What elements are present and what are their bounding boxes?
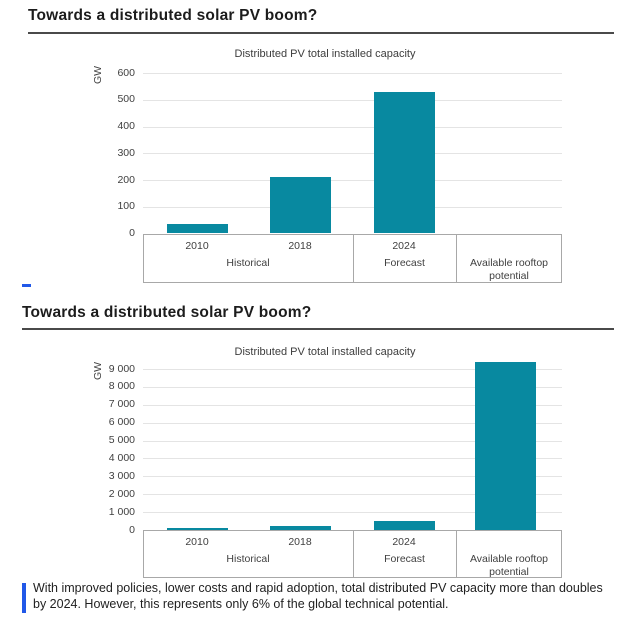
bar-2018: [269, 176, 331, 234]
y-tick-label: 8 000: [108, 380, 135, 393]
y-tick-label: 0: [129, 227, 135, 239]
bar-2010: [166, 224, 228, 234]
y-tick-label: 0: [129, 523, 135, 536]
year-label-2010: 2010: [185, 536, 209, 548]
y-tick-label: 100: [117, 200, 135, 213]
y-tick-label: 4 000: [108, 451, 135, 464]
grid-line: [143, 512, 562, 514]
slide2-title: Towards a distributed solar PV boom?: [22, 304, 312, 321]
bar-2010: [166, 528, 228, 530]
grid-line: [143, 494, 562, 496]
y-tick-label: 500: [117, 93, 135, 106]
group-label-forecast: Forecast: [384, 256, 425, 269]
slide2-title-rule: [22, 328, 614, 330]
group-label-available-rooftop-potential: Available rooftop potential: [469, 256, 549, 282]
caption-accent-bar: [22, 583, 26, 613]
slide1-title-rule: [28, 32, 614, 34]
chart-title: Distributed PV total installed capacity: [234, 48, 416, 60]
y-tick-label: 300: [117, 146, 135, 159]
y-tick-label: 9 000: [108, 362, 135, 375]
y-tick-label: 1 000: [108, 505, 135, 518]
chart-title: Distributed PV total installed capacity: [234, 346, 416, 358]
group-label-forecast: Forecast: [384, 553, 425, 565]
y-tick-label: 400: [117, 120, 135, 132]
slide1-title: Towards a distributed solar PV boom?: [28, 7, 318, 24]
bar-available-rooftop-potential: [474, 361, 536, 530]
grid-line: [143, 73, 562, 74]
y-axis-unit-label: GW: [92, 65, 104, 85]
category-axis-table: [143, 530, 562, 578]
grid-line: [143, 180, 562, 181]
category-axis-divider: [353, 530, 354, 578]
category-axis-table: [143, 233, 562, 283]
caption-text: With improved policies, lower costs and …: [33, 581, 603, 611]
y-tick-label: 200: [117, 173, 135, 186]
caption-accent-remnant: [22, 284, 31, 287]
grid-line: [143, 369, 562, 370]
group-label-available-rooftop-potential: Available rooftop potential: [469, 553, 549, 578]
y-axis-unit-label: GW: [92, 361, 104, 381]
y-tick-label: 3 000: [108, 469, 135, 482]
bar-2024: [373, 91, 435, 234]
grid-line: [143, 206, 562, 208]
grid-line: [143, 458, 562, 460]
grid-line: [143, 404, 562, 406]
grid-line: [143, 386, 562, 388]
year-label-2010: 2010: [185, 239, 209, 252]
year-label-2024: 2024: [392, 536, 416, 548]
category-axis-divider: [456, 233, 457, 283]
grid-line: [143, 476, 562, 478]
year-label-2024: 2024: [392, 239, 416, 252]
bar-2024: [373, 520, 435, 530]
y-tick-label: 7 000: [108, 398, 135, 411]
grid-line: [143, 126, 562, 128]
grid-line: [143, 99, 562, 101]
y-tick-label: 5 000: [108, 434, 135, 447]
group-label-historical: Historical: [226, 553, 270, 565]
group-label-historical: Historical: [226, 256, 270, 269]
category-axis-divider: [353, 233, 354, 283]
y-tick-label: 2 000: [108, 487, 135, 500]
grid-line: [143, 440, 562, 442]
year-label-2018: 2018: [288, 536, 312, 548]
grid-line: [143, 153, 562, 155]
y-tick-label: 6 000: [108, 416, 135, 429]
year-label-2018: 2018: [288, 239, 312, 252]
key-message: With improved policies, lower costs and …: [22, 581, 622, 613]
y-tick-label: 600: [117, 66, 135, 79]
grid-line: [143, 422, 562, 424]
category-axis-divider: [456, 530, 457, 578]
bar-2018: [269, 526, 331, 530]
